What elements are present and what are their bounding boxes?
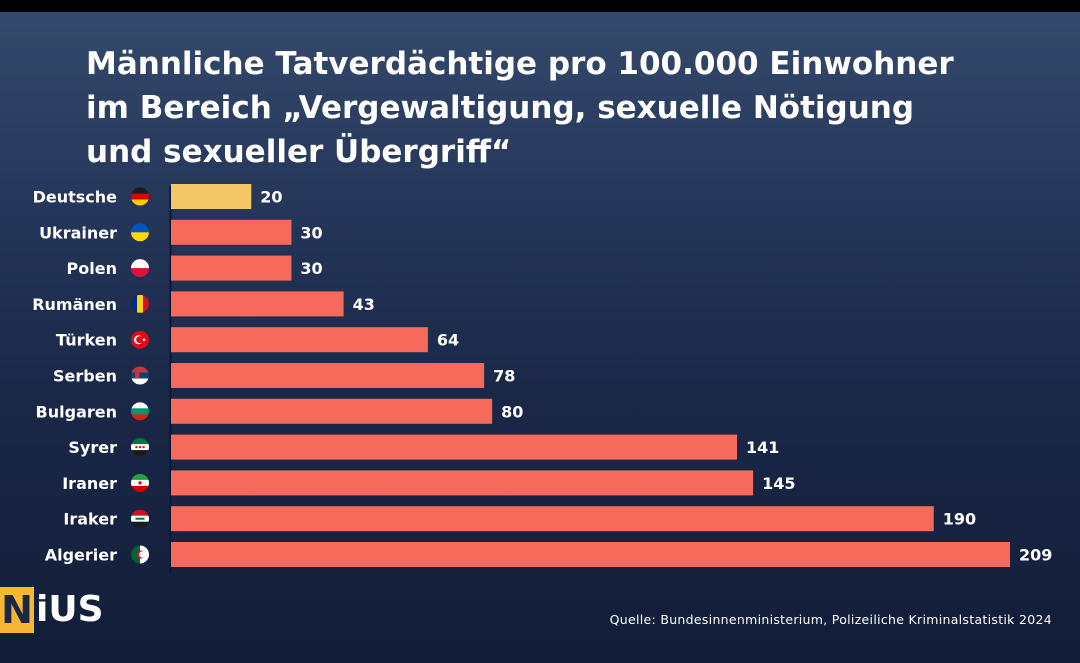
bar-polen [171, 255, 292, 281]
category-label: Türken [56, 331, 117, 350]
logo-letter-n: N [0, 587, 34, 633]
chart-title-line: Männliche Tatverdächtige pro 100.000 Ein… [86, 46, 954, 82]
flag-turkey-icon [131, 330, 149, 349]
flag-syria-icon [131, 438, 149, 457]
bar-iraker [171, 506, 934, 532]
flag-bulgaria-icon [131, 402, 149, 421]
flag-algeria-icon [131, 545, 149, 564]
category-label: Ukrainer [39, 223, 117, 242]
data-label: 43 [353, 295, 375, 314]
infographic: Männliche Tatverdächtige pro 100.000 Ein… [0, 12, 1080, 663]
bar-serben [171, 363, 485, 388]
flag-serbia-icon [131, 366, 149, 385]
data-label: 80 [501, 402, 523, 421]
bar-syrer [171, 434, 738, 460]
bar-chart: Deutsche 20 Ukrainer 30 Polen 30 Rumänen 43 Türk… [32, 184, 1052, 574]
data-label: 64 [437, 331, 459, 350]
flag-poland-icon [131, 259, 149, 278]
category-label: Syrer [68, 438, 117, 457]
chart-title: Männliche Tatverdächtige pro 100.000 Ein… [86, 42, 1066, 174]
data-label: 30 [300, 223, 322, 242]
category-label: Iraker [63, 510, 117, 529]
chart-title-line: im Bereich „Vergewaltigung, sexuelle Nöt… [86, 90, 915, 126]
category-label: Rumänen [32, 295, 117, 314]
data-label: 190 [943, 510, 976, 529]
data-label: 78 [493, 367, 515, 386]
category-label: Bulgaren [36, 402, 117, 421]
data-label: 30 [300, 259, 322, 278]
bar-algerier [171, 542, 1010, 567]
flag-romania-icon [131, 294, 149, 313]
bar-ukrainer [171, 219, 292, 245]
category-label: Serben [53, 367, 117, 386]
category-label: Deutsche [33, 188, 118, 207]
flag-iraq-icon [131, 509, 149, 528]
flag-germany-icon [131, 187, 149, 206]
bar-deutsche [171, 184, 252, 209]
data-label: 141 [746, 438, 779, 457]
nius-logo: N iUS [0, 584, 104, 636]
category-label: Iraner [62, 474, 117, 493]
category-label: Algerier [45, 546, 117, 565]
category-label: Polen [67, 259, 117, 278]
flag-ukraine-icon [131, 223, 149, 242]
flag-iran-icon [131, 473, 149, 492]
bar-bulgaren [171, 398, 493, 424]
data-label: 20 [260, 188, 282, 207]
logo-text: iUS [36, 589, 104, 630]
bar-rumänen [171, 291, 344, 317]
data-label: 209 [1019, 546, 1052, 565]
source-note: Quelle: Bundesinnenministerium, Polizeil… [609, 612, 1052, 627]
data-label: 145 [762, 474, 795, 493]
chart-title-line: und sexueller Übergriff“ [86, 134, 512, 170]
bar-türken [171, 327, 428, 353]
bar-iraner [171, 470, 754, 496]
